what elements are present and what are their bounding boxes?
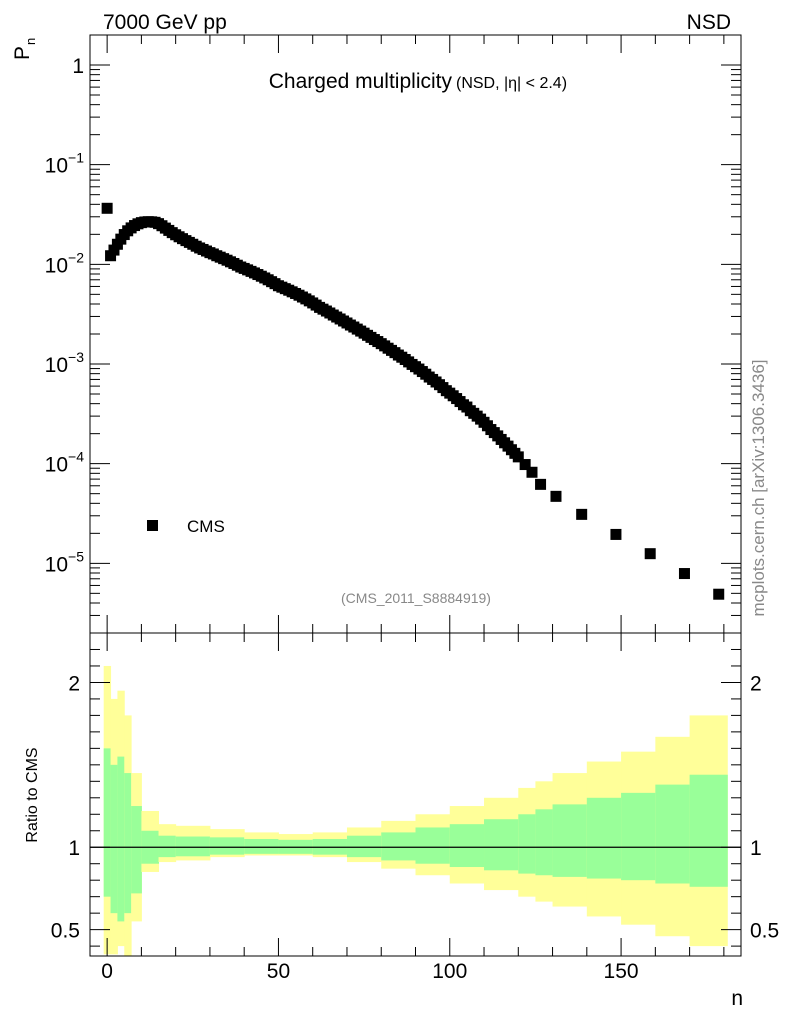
ratio-band-inner — [484, 819, 519, 871]
data-point — [526, 466, 538, 478]
ratio-band-inner — [415, 827, 451, 864]
ratio-band-inner — [103, 748, 112, 897]
x-tick-label: 50 — [267, 960, 290, 983]
main-frame — [89, 34, 742, 634]
ratio-band-inner — [586, 797, 622, 879]
main-y-tick-label: 10−3 — [45, 349, 85, 377]
ratio-band-inner — [621, 792, 656, 881]
ratio-band-inner — [535, 809, 554, 876]
main-y-label-sub: n — [23, 38, 38, 45]
ratio-band-inner — [689, 774, 728, 887]
ratio-band-inner — [449, 824, 485, 868]
data-point — [101, 202, 113, 214]
ratio-frame — [89, 632, 742, 957]
ratio-band-inner — [244, 838, 279, 854]
data-point — [644, 548, 656, 560]
main-y-tick-label-exp: −1 — [68, 150, 84, 166]
main-y-tick-label-base: 10 — [45, 553, 68, 576]
ratio-y-tick-label-right: 0.5 — [750, 920, 779, 943]
data-point — [108, 244, 120, 256]
main-y-tick-label: 10−5 — [45, 548, 85, 576]
data-point — [713, 588, 725, 600]
x-tick-label: 150 — [604, 960, 639, 983]
ratio-band-inner — [175, 836, 211, 857]
ratio-y-tick-label-right: 2 — [750, 672, 762, 695]
main-y-tick-label-base: 10 — [45, 254, 68, 277]
ratio-band-inner — [117, 756, 125, 922]
main-y-tick-label-exp: −2 — [68, 249, 84, 265]
data-point — [535, 478, 547, 490]
ratio-band-inner — [655, 784, 691, 884]
data-point — [610, 528, 622, 540]
ratio-band-inner — [381, 832, 416, 861]
ratio-band-inner — [124, 773, 132, 914]
watermark: (CMS_2011_S8884919) — [341, 590, 491, 606]
main-subtitle: (NSD, |η| < 2.4) — [456, 75, 567, 92]
ratio-y-label: Ratio to CMS — [24, 747, 41, 842]
legend-marker — [147, 520, 158, 531]
x-tick-label: 100 — [432, 960, 467, 983]
main-y-tick-label-base: 10 — [45, 354, 68, 377]
main-plot: Charged multiplicity (NSD, |η| < 2.4) Pn… — [11, 34, 742, 634]
ratio-band-inner — [552, 804, 588, 877]
main-y-tick-label: 10−4 — [45, 449, 85, 477]
main-y-tick-label-base: 10 — [45, 155, 68, 178]
ratio-band-inner — [110, 764, 118, 914]
data-point — [678, 568, 690, 580]
ratio-band-inner — [518, 814, 536, 874]
main-y-tick-label-base: 10 — [45, 454, 68, 477]
main-y-label-base: P — [11, 46, 34, 60]
data-point — [105, 250, 117, 262]
data-point — [550, 490, 562, 502]
main-y-tick-label: 1 — [72, 55, 84, 78]
main-y-label: Pn — [11, 38, 38, 60]
ratio-y-tick-label-right: 1 — [750, 837, 762, 860]
x-axis-label: n — [731, 987, 743, 1010]
main-y-tick-label-exp: −4 — [68, 449, 84, 465]
main-y-tick-label: 10−2 — [45, 249, 85, 277]
main-y-tick-label-exp: −5 — [68, 548, 84, 564]
x-tick-label: 0 — [101, 960, 113, 983]
main-title: Charged multiplicity — [269, 70, 453, 93]
header-left: 7000 GeV pp — [103, 11, 227, 34]
legend-label: CMS — [187, 517, 225, 536]
ratio-band-inner — [209, 837, 245, 855]
ratio-y-tick-label-left: 0.5 — [51, 920, 80, 943]
ratio-band-inner — [131, 806, 142, 894]
ratio-y-tick-label-left: 2 — [68, 672, 80, 695]
data-point — [576, 508, 588, 520]
main-y-tick-label: 10−1 — [45, 150, 85, 178]
side-label: mcplots.cern.ch [arXiv:1306.3436] — [749, 359, 768, 616]
main-y-tick-label-exp: −3 — [68, 349, 84, 365]
ratio-band-inner — [158, 835, 177, 858]
header-right: NSD — [687, 11, 731, 34]
ratio-plot: 0.5 0.5 1 1 2 2 0 50 100 150 Ratio to CMS n — [24, 632, 779, 1010]
data-point — [512, 451, 524, 463]
ratio-y-tick-label-left: 1 — [68, 837, 80, 860]
ratio-band-inner — [346, 835, 382, 858]
data-point — [519, 459, 531, 471]
